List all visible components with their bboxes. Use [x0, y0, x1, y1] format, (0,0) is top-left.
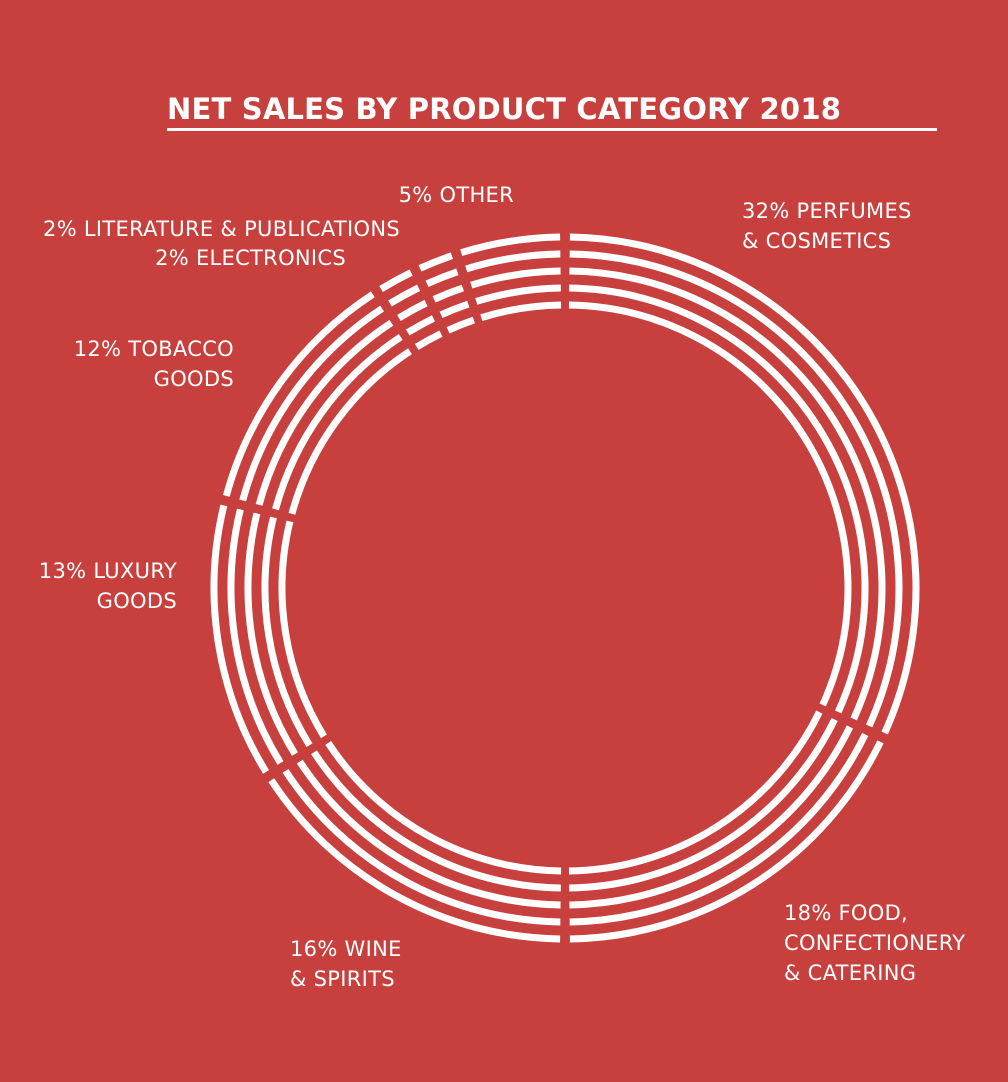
slice-label-0-line-0: 32% PERFUMES	[742, 199, 912, 223]
slice-label-3-line-0: 13% LUXURY	[38, 559, 177, 583]
donut-slice-0-ring-1	[569, 250, 903, 728]
donut-slice-5-ring-0	[379, 269, 413, 293]
slice-label-4-line-1: GOODS	[153, 367, 234, 391]
donut-slice-6-ring-4	[446, 316, 475, 334]
donut-slice-2-ring-3	[311, 750, 561, 892]
donut-slice-5-ring-3	[405, 315, 436, 336]
slice-label-3: 13% LUXURY GOODS	[39, 556, 177, 616]
donut-slice-0-ring-0	[569, 233, 920, 735]
slice-label-2-line-1: & SPIRITS	[290, 967, 395, 991]
donut-slice-4-ring-2	[255, 319, 394, 506]
donut-slice-1-ring-2	[569, 725, 854, 909]
donut-slice-3-ring-3	[261, 516, 313, 748]
donut-slice-1-ring-1	[569, 732, 869, 926]
donut-slice-4-ring-1	[239, 305, 385, 502]
title-underline	[167, 128, 937, 131]
donut-slice-4-ring-4	[288, 348, 412, 515]
slice-label-4: 12% TOBACCO GOODS	[74, 334, 234, 394]
slice-label-1-line-2: & CATERING	[784, 961, 917, 985]
donut-slice-7-ring-4	[480, 301, 562, 322]
donut-slice-4-ring-3	[272, 334, 403, 511]
donut-slice-5-ring-4	[414, 330, 443, 350]
donut-slice-2-ring-0	[268, 778, 561, 943]
slice-label-2: 16% WINE & SPIRITS	[290, 934, 402, 994]
chart-title: NET SALES BY PRODUCT CATEGORY 2018	[167, 92, 842, 126]
slice-label-1-line-0: 18% FOOD,	[784, 901, 909, 925]
donut-slice-6-ring-1	[425, 268, 459, 288]
donut-slice-0-ring-2	[569, 267, 886, 721]
donut-slice-1-ring-0	[569, 740, 884, 943]
slice-label-0: 32% PERFUMES & COSMETICS	[742, 196, 912, 256]
donut-slice-3-ring-4	[278, 520, 327, 739]
donut-slice-2	[268, 741, 562, 943]
slice-label-0-line-1: & COSMETICS	[742, 229, 892, 253]
slice-label-5: 2% LITERATURE & PUBLICATIONS	[43, 214, 400, 244]
donut-slice-3-ring-1	[227, 508, 284, 765]
donut-slice-4	[222, 291, 412, 515]
donut-slice-1	[568, 710, 884, 943]
donut-slice-3	[210, 504, 327, 774]
donut-slice-5	[379, 269, 443, 350]
donut-slice-7-ring-1	[465, 250, 561, 273]
slice-label-1-line-1: CONFECTIONERY	[784, 931, 966, 955]
slice-label-1: 18% FOOD, CONFECTIONERY & CATERING	[784, 898, 965, 988]
donut-slice-2-ring-4	[325, 741, 562, 875]
donut-slice-5-ring-2	[397, 299, 428, 321]
slice-label-7-line-0: 5% OTHER	[398, 183, 514, 207]
slice-label-3-line-1: GOODS	[96, 589, 177, 613]
donut-slice-0-ring-3	[569, 284, 869, 714]
donut-slice-3-ring-0	[210, 504, 270, 774]
donut-slice-4-ring-0	[222, 291, 375, 497]
donut-slice-1-ring-3	[569, 717, 838, 892]
donut-slice-5-ring-1	[388, 284, 421, 307]
donut-slice-6-ring-0	[418, 252, 454, 272]
donut-slice-6	[418, 252, 475, 334]
donut-slice-3-ring-2	[244, 512, 298, 756]
slice-label-2-line-0: 16% WINE	[290, 937, 402, 961]
slice-label-6: 2% ELECTRONICS	[155, 243, 346, 273]
donut-slice-1-ring-4	[568, 710, 823, 875]
slice-label-4-line-0: 12% TOBACCO	[73, 337, 234, 361]
donut-slice-2-ring-1	[282, 768, 561, 926]
donut-slice-0	[568, 233, 920, 735]
donut-slice-7-ring-0	[460, 233, 561, 257]
donut-slice-7	[460, 233, 562, 322]
slice-label-5-line-0: 2% LITERATURE & PUBLICATIONS	[43, 217, 400, 241]
donut-slice-7-ring-2	[470, 267, 561, 289]
donut-slice-7-ring-3	[475, 284, 561, 305]
slice-label-7: 5% OTHER	[399, 180, 514, 210]
donut-slice-6-ring-2	[432, 284, 464, 303]
donut-slice-6-ring-3	[439, 300, 470, 318]
donut-slice-0-ring-4	[568, 301, 852, 707]
slice-label-6-line-0: 2% ELECTRONICS	[155, 246, 346, 270]
donut-slice-2-ring-2	[296, 759, 561, 909]
